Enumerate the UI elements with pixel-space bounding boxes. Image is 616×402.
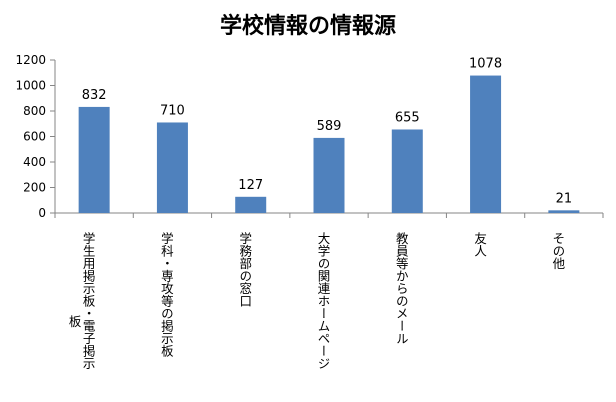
data-label: 710 bbox=[160, 103, 185, 118]
bar bbox=[548, 210, 580, 213]
bar bbox=[235, 196, 267, 213]
y-tick-label: 0 bbox=[38, 206, 46, 220]
category-label: その他 bbox=[550, 232, 565, 270]
data-label: 655 bbox=[395, 110, 420, 125]
bar bbox=[470, 75, 502, 214]
data-label: 127 bbox=[238, 178, 263, 193]
bar bbox=[156, 122, 188, 213]
y-tick-label: 200 bbox=[23, 181, 46, 195]
y-tick-label: 800 bbox=[23, 104, 46, 118]
category-label: 教員等からのメール bbox=[394, 231, 409, 345]
data-label: 832 bbox=[82, 88, 107, 103]
y-tick-label: 1200 bbox=[15, 53, 46, 67]
y-tick-label: 400 bbox=[23, 155, 46, 169]
category-label: 大学の関連ホームページ bbox=[316, 232, 331, 370]
bar bbox=[78, 106, 110, 213]
data-label: 21 bbox=[556, 191, 573, 206]
bar bbox=[313, 137, 345, 213]
category-label: 学生用掲示板・電子掲示 bbox=[81, 231, 96, 370]
y-tick-label: 1000 bbox=[15, 79, 46, 93]
data-label: 589 bbox=[317, 119, 342, 134]
category-label: 学務部の窓口 bbox=[237, 231, 252, 307]
bar bbox=[391, 129, 423, 213]
data-label: 1078 bbox=[469, 57, 502, 72]
y-tick-label: 600 bbox=[23, 130, 46, 144]
category-label: 友人 bbox=[472, 232, 487, 257]
chart-title: 学校情報の情報源 bbox=[220, 13, 396, 39]
category-label: 板 bbox=[67, 315, 82, 328]
category-label: 学科・専攻等の掲示板 bbox=[159, 231, 174, 358]
